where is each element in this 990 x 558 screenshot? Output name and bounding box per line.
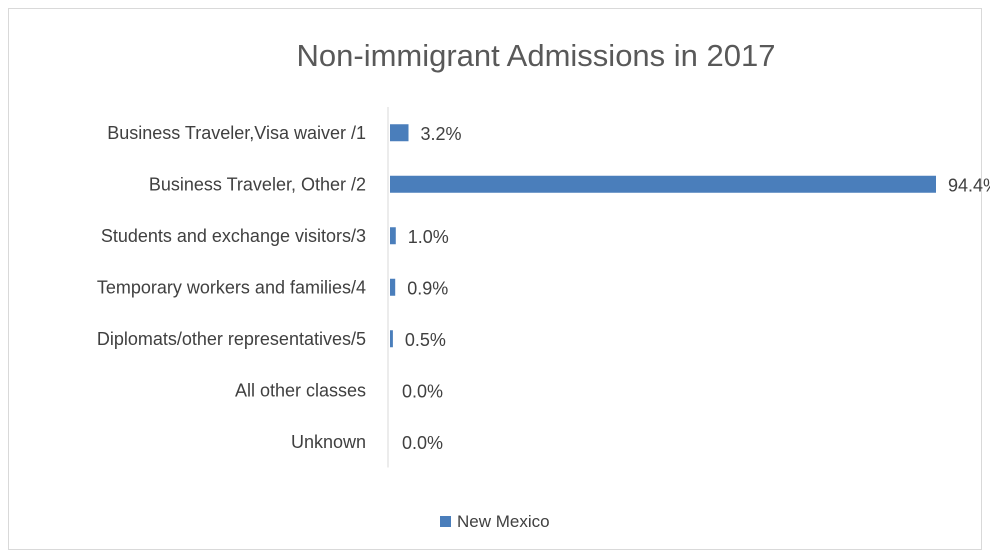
bar [390,227,396,245]
category-label: Temporary workers and families/4 [97,277,366,297]
data-label: 0.5% [405,330,446,350]
chart-area [8,8,982,550]
data-label: 0.9% [407,278,448,298]
chart-title: Non-immigrant Admissions in 2017 [297,38,776,73]
data-label: 3.2% [421,124,462,144]
category-label: Business Traveler,Visa waiver /1 [107,123,366,143]
category-label: Students and exchange visitors/3 [101,226,366,246]
category-label: Unknown [291,432,366,452]
legend-swatch [440,516,451,527]
data-label: 94.4% [948,175,990,195]
legend-label: New Mexico [457,512,550,531]
data-label: 0.0% [402,433,443,453]
bar [390,278,396,296]
category-label: Diplomats/other representatives/5 [97,329,366,349]
category-label: All other classes [235,380,366,400]
bar [390,330,393,348]
legend: New Mexico [440,512,550,531]
plot-area: Business Traveler,Visa waiver /1 3.2% Busi… [97,107,990,468]
bar [390,175,936,193]
data-label: 1.0% [408,227,449,247]
category-label: Business Traveler, Other /2 [149,174,366,194]
data-label: 0.0% [402,381,443,401]
bar [390,124,409,142]
